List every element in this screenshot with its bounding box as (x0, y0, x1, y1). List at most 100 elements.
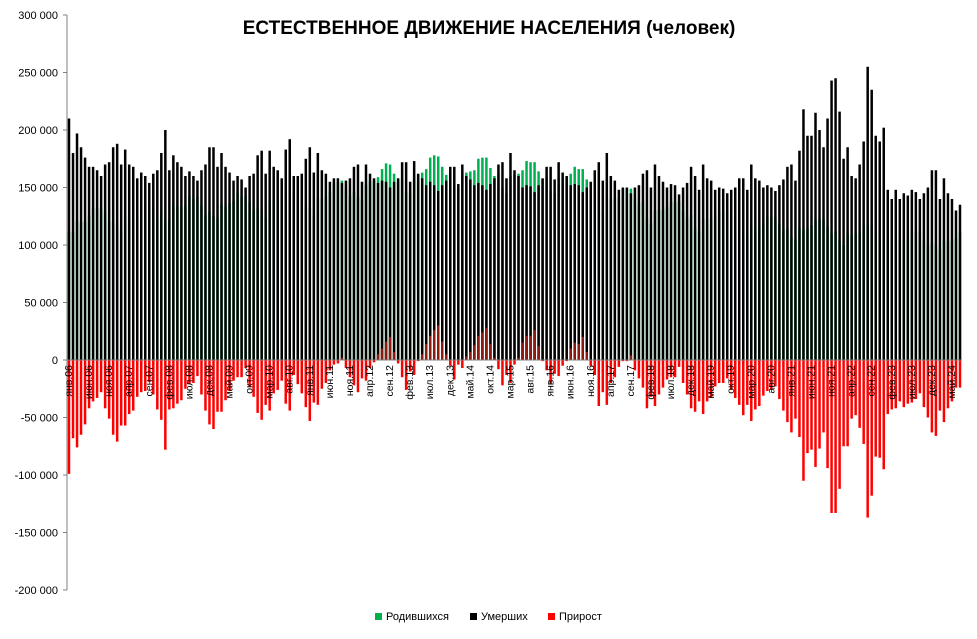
bar-died (565, 176, 568, 360)
bar-died (713, 189, 717, 360)
bar-died (926, 187, 930, 360)
bar-died (449, 166, 452, 360)
bar-growth (445, 354, 448, 360)
bar-died (513, 170, 516, 360)
bar-died (276, 170, 279, 360)
bar-died (424, 185, 428, 360)
bar-died (914, 192, 918, 360)
bar-died (729, 189, 733, 360)
bar-growth (782, 360, 785, 411)
bar-died (71, 153, 75, 360)
bar-growth (806, 360, 809, 454)
bar-died (280, 178, 283, 360)
bar-died (372, 178, 376, 360)
bar-died (99, 176, 103, 360)
bar-growth (184, 360, 187, 389)
bar-growth (673, 360, 677, 378)
bar-died (874, 135, 877, 360)
bar-growth (521, 342, 524, 360)
bar-growth (593, 360, 597, 375)
bar-died (705, 178, 709, 360)
y-tick-label: 150 000 (18, 183, 58, 195)
x-tick-label: дек.08 (204, 365, 216, 396)
y-tick-label: 200 000 (18, 125, 58, 137)
bar-died (364, 164, 368, 360)
bar-died (886, 189, 889, 360)
bar-growth (525, 335, 528, 360)
bar-growth (541, 360, 544, 362)
bar-died (834, 78, 837, 360)
bar-died (641, 173, 645, 360)
bar-growth (882, 360, 885, 470)
bar-growth (489, 343, 492, 360)
bar-growth (160, 360, 163, 420)
bar-growth (958, 360, 962, 388)
x-tick-label: дек.18 (685, 365, 697, 396)
bar-died (882, 127, 885, 360)
bar-died (661, 181, 665, 360)
bar-growth (898, 360, 902, 402)
bar-died (176, 162, 179, 360)
bar-growth (597, 360, 601, 406)
bar-growth (766, 360, 769, 392)
bar-growth (356, 360, 360, 393)
bar-growth (709, 360, 713, 398)
series-died (67, 66, 962, 361)
x-tick-label: май.19 (705, 365, 717, 399)
bar-died (701, 164, 705, 360)
y-tick-label: -100 000 (15, 470, 58, 482)
bar-growth (517, 357, 520, 360)
bar-growth (910, 360, 914, 403)
bar-growth (119, 360, 123, 426)
bar-growth (493, 357, 496, 360)
bar-died (806, 135, 809, 360)
bar-died (172, 155, 175, 360)
bar-died (814, 112, 817, 360)
x-tick-label: мар.20 (745, 365, 757, 399)
bar-died (308, 147, 312, 360)
bar-died (625, 187, 629, 360)
bar-growth (954, 360, 958, 388)
bar-growth (83, 360, 87, 425)
bar-growth (296, 360, 300, 385)
y-tick-label: 0 (52, 355, 58, 367)
bar-died (597, 162, 601, 360)
bar-died (521, 187, 524, 360)
bar-growth (549, 360, 552, 385)
bar-growth (734, 360, 737, 398)
bar-died (79, 147, 83, 360)
bar-growth (509, 360, 512, 383)
bar-growth (625, 360, 629, 362)
bar-growth (67, 360, 71, 474)
bar-growth (256, 360, 259, 413)
bar-died (493, 178, 496, 360)
bar-growth (131, 360, 135, 411)
bar-growth (180, 360, 183, 401)
bar-growth (561, 360, 564, 366)
bar-died (918, 199, 922, 360)
bar-died (589, 181, 592, 360)
bar-died (328, 181, 332, 360)
bar-growth (529, 335, 532, 360)
bar-growth (416, 360, 420, 362)
bar-died (786, 166, 789, 360)
bar-died (216, 166, 219, 360)
bar-growth (449, 360, 452, 366)
bar-growth (557, 360, 560, 377)
bar-growth (613, 360, 617, 378)
bar-died (758, 180, 761, 360)
y-tick-label: 100 000 (18, 240, 58, 252)
bar-died (340, 182, 344, 360)
bar-died (404, 162, 408, 360)
bars (67, 66, 962, 518)
bar-growth (228, 360, 231, 392)
bar-growth (810, 360, 813, 450)
x-tick-label: июн.06 (83, 365, 95, 399)
bar-died (770, 187, 773, 360)
bar-died (762, 187, 765, 360)
bar-growth (569, 348, 572, 360)
bar-growth (641, 360, 645, 388)
bar-died (721, 188, 725, 360)
bar-growth (866, 360, 869, 518)
x-tick-label: окт.09 (244, 365, 256, 394)
